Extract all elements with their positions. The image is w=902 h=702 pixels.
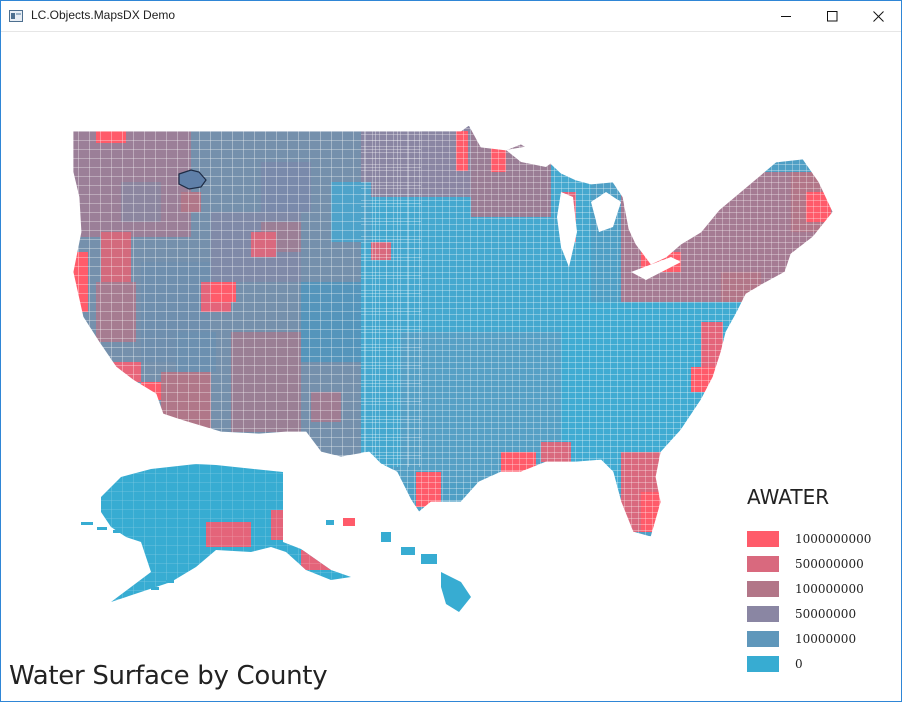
hawaii bbox=[326, 518, 471, 612]
great-lakes bbox=[506, 144, 681, 280]
legend-label: 100000000 bbox=[795, 582, 864, 596]
minimize-icon bbox=[780, 15, 791, 17]
legend-item: 100000000 bbox=[747, 580, 864, 598]
legend-title: AWATER bbox=[747, 485, 830, 509]
alaska bbox=[101, 464, 351, 602]
legend-label: 0 bbox=[795, 657, 803, 671]
map-title: Water Surface by County bbox=[9, 661, 328, 691]
county-map[interactable] bbox=[1, 32, 901, 701]
close-button[interactable] bbox=[855, 1, 901, 31]
legend-swatch bbox=[747, 531, 779, 547]
minimize-button[interactable] bbox=[763, 1, 809, 31]
legend-item: 1000000000 bbox=[747, 530, 871, 548]
us-outline bbox=[72, 124, 834, 538]
legend-swatch bbox=[747, 581, 779, 597]
legend-swatch bbox=[747, 606, 779, 622]
legend-swatch bbox=[747, 631, 779, 647]
app-icon bbox=[9, 10, 23, 22]
maximize-button[interactable] bbox=[809, 1, 855, 31]
legend-swatch bbox=[747, 656, 779, 672]
selected-county[interactable] bbox=[178, 169, 207, 190]
legend-item: 10000000 bbox=[747, 630, 856, 648]
legend-item: 50000000 bbox=[747, 605, 856, 623]
maximize-icon bbox=[826, 10, 837, 21]
title-bar[interactable]: LC.Objects.MapsDX Demo bbox=[1, 1, 901, 32]
legend-swatch bbox=[747, 556, 779, 572]
legend-label: 10000000 bbox=[795, 632, 857, 646]
legend-item: 500000000 bbox=[747, 555, 864, 573]
legend-item: 0 bbox=[747, 655, 803, 673]
legend-label: 500000000 bbox=[795, 557, 864, 571]
aleutian-islands bbox=[81, 522, 174, 590]
legend-label: 1000000000 bbox=[795, 532, 872, 546]
legend-label: 50000000 bbox=[795, 607, 857, 621]
map-legend: AWATER 1000000000 500000000 100000000 50… bbox=[739, 475, 879, 695]
window-title: LC.Objects.MapsDX Demo bbox=[31, 8, 176, 22]
close-icon bbox=[872, 10, 884, 22]
map-view[interactable]: AWATER 1000000000 500000000 100000000 50… bbox=[1, 32, 901, 701]
